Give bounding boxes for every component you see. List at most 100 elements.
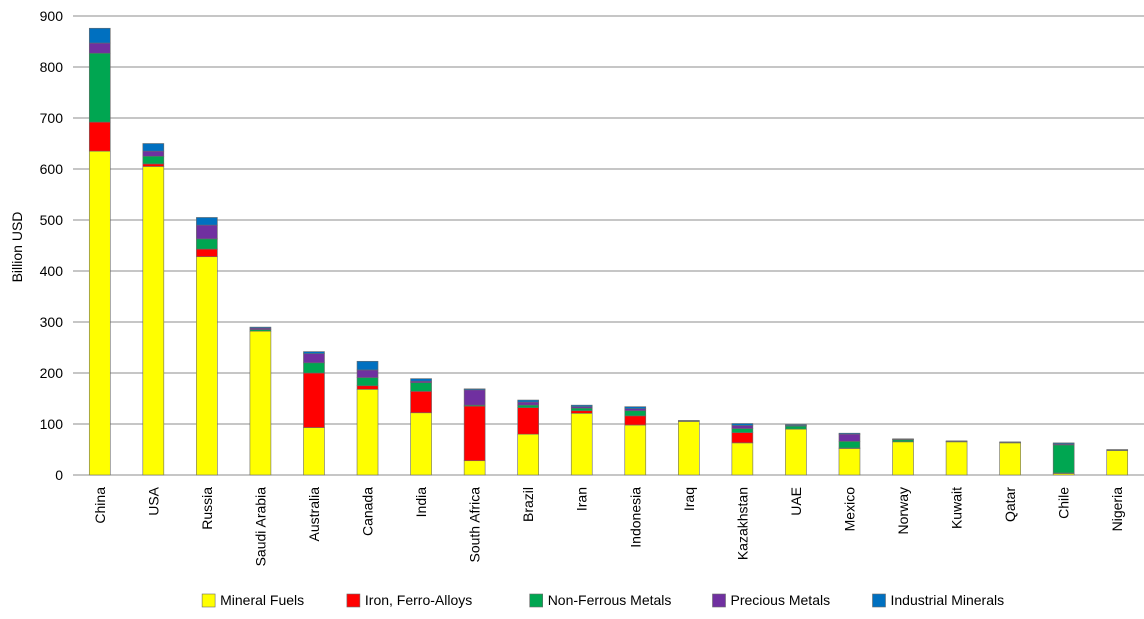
bar-segment <box>303 427 325 476</box>
y-tick-label: 700 <box>40 110 64 126</box>
bar-segment <box>249 330 272 476</box>
bar-segment <box>196 217 218 226</box>
bar-segment <box>892 438 914 440</box>
y-tick-label: 200 <box>40 365 64 381</box>
x-tick-label: USA <box>145 486 161 515</box>
y-tick-label: 300 <box>40 314 64 330</box>
bar-segment <box>624 406 647 410</box>
bar-segment <box>142 163 165 167</box>
bar-segment <box>570 410 593 414</box>
bar-segment <box>410 378 432 382</box>
bar-segment <box>142 150 165 157</box>
bar-segment <box>785 425 807 430</box>
y-tick-label: 800 <box>40 59 64 75</box>
x-axis-tick-labels: China USA Russia Saudi Arabia Australia Canad… <box>92 486 1125 566</box>
bar-segment <box>463 405 486 462</box>
bar-segment <box>463 388 486 391</box>
x-tick-label: Chile <box>1056 487 1072 519</box>
bar-segment <box>999 441 1021 443</box>
bar-segment <box>517 433 539 476</box>
bar-segment <box>892 439 914 443</box>
x-tick-label: China <box>92 487 108 524</box>
bar-segment <box>731 428 754 433</box>
x-tick-label: India <box>413 487 429 518</box>
bar-segment <box>517 404 539 408</box>
legend-label: Industrial Minerals <box>891 592 1005 608</box>
bar-segment <box>731 425 754 429</box>
bar-segment <box>624 408 647 412</box>
x-tick-label: Iran <box>574 487 590 511</box>
x-tick-label: Russia <box>199 487 215 530</box>
legend-label: Iron, Ferro-Alloys <box>365 592 472 608</box>
legend-label: Mineral Fuels <box>220 592 304 608</box>
bar-segment <box>838 441 861 449</box>
bar-segment <box>838 433 861 442</box>
bar-segment <box>142 155 165 165</box>
bar-segment <box>1106 450 1129 476</box>
bar-segment <box>624 415 647 426</box>
y-tick-label: 600 <box>40 161 64 177</box>
bar-segment <box>570 407 593 412</box>
y-tick-label: 0 <box>55 467 63 483</box>
y-tick-label: 400 <box>40 263 64 279</box>
x-tick-label: Qatar <box>1002 487 1018 522</box>
bar-segment <box>1106 449 1129 451</box>
legend-label: Precious Metals <box>731 592 831 608</box>
x-tick-label: Iraq <box>681 487 697 511</box>
x-tick-label: Brazil <box>520 487 536 522</box>
y-tick-label: 100 <box>40 416 64 432</box>
bar-segment <box>517 401 539 406</box>
bar-segment <box>624 410 647 417</box>
bar-segment <box>999 442 1021 476</box>
bar-segment <box>892 441 914 476</box>
bar-segment <box>142 166 165 476</box>
x-tick-label: Indonesia <box>627 487 643 548</box>
bar-segment <box>570 412 593 476</box>
bar-segment <box>1052 444 1075 474</box>
bar-segment <box>142 143 165 152</box>
bar-segment <box>838 448 861 476</box>
y-tick-label: 500 <box>40 212 64 228</box>
bar-segment <box>196 256 218 476</box>
bar-segment <box>356 385 379 390</box>
bar-segment <box>196 248 218 258</box>
y-axis-tick-labels: 0 100 200 300 400 500 600 700 800 900 <box>40 8 64 483</box>
legend-swatch <box>529 593 544 608</box>
y-tick-label: 900 <box>40 8 64 24</box>
bar-segment <box>356 377 379 387</box>
bar-segment <box>678 421 700 476</box>
bar-segment <box>88 52 111 123</box>
bar-segment <box>731 432 754 444</box>
legend-swatch <box>712 593 726 608</box>
bar-segment <box>410 382 432 392</box>
bar-segment <box>303 372 325 428</box>
bar-segment <box>1052 442 1075 445</box>
bar-segment <box>517 407 539 435</box>
bar-segment <box>303 362 325 374</box>
bar-segment <box>196 224 218 240</box>
bar-segment <box>88 42 111 54</box>
bar-segment <box>196 238 218 250</box>
bar-segment <box>88 150 111 476</box>
bar-segment <box>249 326 272 329</box>
x-tick-label: Australia <box>306 487 322 542</box>
legend-swatch <box>346 593 361 608</box>
bar-segment <box>410 412 432 476</box>
x-tick-label: Canada <box>360 487 376 536</box>
x-tick-label: South Africa <box>467 487 483 563</box>
x-tick-label: Saudi Arabia <box>252 487 268 567</box>
bar-segment <box>785 428 807 476</box>
bar-segment <box>517 399 539 403</box>
bar-segment <box>838 432 861 435</box>
bar-segment <box>356 369 379 378</box>
legend-swatch <box>201 593 216 608</box>
bar-segment <box>945 441 968 476</box>
bar-segment <box>624 424 647 476</box>
x-tick-label: UAE <box>788 487 804 516</box>
bar-segment <box>303 353 325 364</box>
bars <box>88 27 1129 476</box>
bar-segment <box>356 389 379 476</box>
bar-segment <box>356 360 379 371</box>
